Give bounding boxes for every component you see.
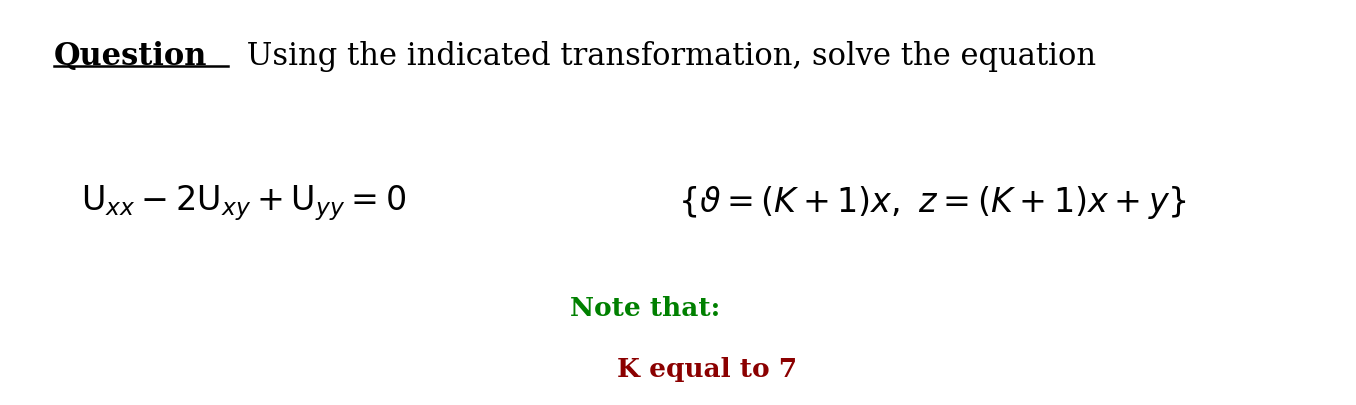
Text: K equal to 7: K equal to 7 [617, 356, 797, 381]
Text: Using the indicated transformation, solve the equation: Using the indicated transformation, solv… [237, 40, 1097, 71]
Text: $\{\vartheta = (K+1)x,\ z = (K+1)x + y\}$: $\{\vartheta = (K+1)x,\ z = (K+1)x + y\}… [678, 184, 1186, 221]
Text: $\mathrm{U}_{xx} - 2\mathrm{U}_{xy} + \mathrm{U}_{yy} = 0$: $\mathrm{U}_{xx} - 2\mathrm{U}_{xy} + \m… [81, 183, 407, 222]
Text: Note that:: Note that: [570, 295, 720, 320]
Text: Question: Question [54, 40, 207, 71]
